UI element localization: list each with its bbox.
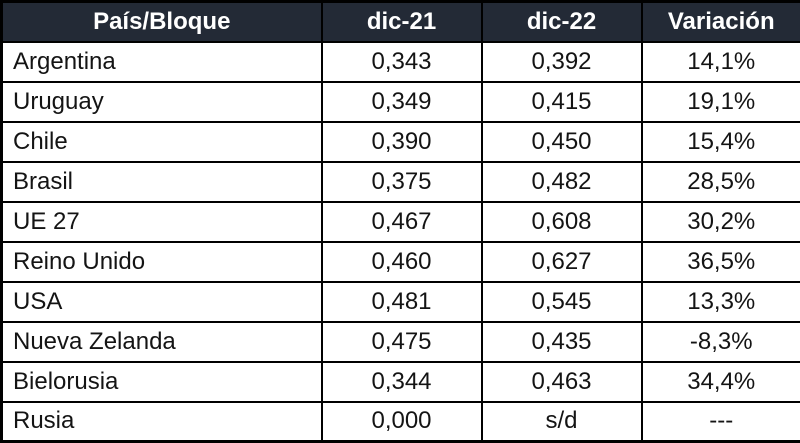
cell-pais: Brasil: [2, 162, 322, 202]
cell-dic21: 0,460: [322, 242, 482, 282]
cell-variacion: 13,3%: [642, 282, 800, 322]
cell-dic22: 0,392: [482, 42, 642, 82]
cell-dic21: 0,375: [322, 162, 482, 202]
header-dic-22: dic-22: [482, 2, 642, 42]
table-row-ue27: UE 27 0,467 0,608 30,2%: [2, 202, 800, 242]
cell-variacion: 15,4%: [642, 122, 800, 162]
table-row-uruguay: Uruguay 0,349 0,415 19,1%: [2, 82, 800, 122]
cell-pais: USA: [2, 282, 322, 322]
cell-dic21: 0,343: [322, 42, 482, 82]
cell-pais: Uruguay: [2, 82, 322, 122]
header-variacion: Variación: [642, 2, 800, 42]
header-pais-bloque: País/Bloque: [2, 2, 322, 42]
cell-variacion: 36,5%: [642, 242, 800, 282]
table-row-chile: Chile 0,390 0,450 15,4%: [2, 122, 800, 162]
cell-variacion: 28,5%: [642, 162, 800, 202]
cell-variacion: 30,2%: [642, 202, 800, 242]
cell-dic22: 0,608: [482, 202, 642, 242]
cell-dic22: s/d: [482, 402, 642, 442]
cell-dic22: 0,627: [482, 242, 642, 282]
cell-dic22: 0,415: [482, 82, 642, 122]
cell-dic21: 0,390: [322, 122, 482, 162]
cell-dic21: 0,344: [322, 362, 482, 402]
table-row-nueva-zelanda: Nueva Zelanda 0,475 0,435 -8,3%: [2, 322, 800, 362]
cell-pais: Nueva Zelanda: [2, 322, 322, 362]
cell-variacion: 34,4%: [642, 362, 800, 402]
cell-variacion: -8,3%: [642, 322, 800, 362]
cell-variacion: ---: [642, 402, 800, 442]
cell-pais: Chile: [2, 122, 322, 162]
cell-variacion: 14,1%: [642, 42, 800, 82]
table-row-reino-unido: Reino Unido 0,460 0,627 36,5%: [2, 242, 800, 282]
cell-dic22: 0,435: [482, 322, 642, 362]
header-dic-21: dic-21: [322, 2, 482, 42]
cell-dic21: 0,481: [322, 282, 482, 322]
cell-dic22: 0,545: [482, 282, 642, 322]
cell-dic22: 0,482: [482, 162, 642, 202]
cell-dic21: 0,467: [322, 202, 482, 242]
cell-variacion: 19,1%: [642, 82, 800, 122]
table-row-argentina: Argentina 0,343 0,392 14,1%: [2, 42, 800, 82]
table-row-bielorusia: Bielorusia 0,344 0,463 34,4%: [2, 362, 800, 402]
cell-dic21: 0,349: [322, 82, 482, 122]
cell-pais: Reino Unido: [2, 242, 322, 282]
cell-pais: UE 27: [2, 202, 322, 242]
header-row: País/Bloque dic-21 dic-22 Variación: [2, 2, 800, 42]
cell-dic21: 0,000: [322, 402, 482, 442]
cell-pais: Argentina: [2, 42, 322, 82]
cell-dic21: 0,475: [322, 322, 482, 362]
cell-dic22: 0,463: [482, 362, 642, 402]
cell-pais: Rusia: [2, 402, 322, 442]
table-row-brasil: Brasil 0,375 0,482 28,5%: [2, 162, 800, 202]
cell-dic22: 0,450: [482, 122, 642, 162]
table-row-rusia: Rusia 0,000 s/d ---: [2, 402, 800, 442]
table-row-usa: USA 0,481 0,545 13,3%: [2, 282, 800, 322]
cell-pais: Bielorusia: [2, 362, 322, 402]
